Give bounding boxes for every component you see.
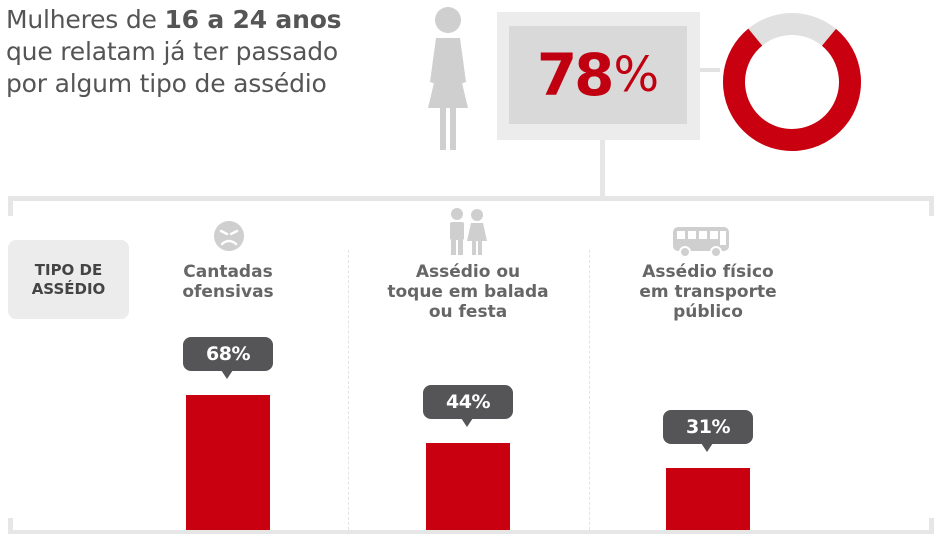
column-divider — [589, 250, 590, 530]
main-stat-value: 78 — [536, 41, 615, 109]
headline-prefix: Mulheres de — [6, 5, 165, 34]
baseline-left-tick — [8, 518, 13, 534]
donut-chart — [723, 13, 861, 151]
bus-icon — [673, 227, 729, 258]
angry-face-icon — [214, 221, 244, 251]
headline-line3: por algum tipo de assédio — [6, 69, 327, 98]
main-stat-inner: 78% — [509, 26, 687, 124]
category-label: Assédio ou toque em balada ou festa — [387, 262, 549, 322]
woman-icon — [428, 7, 468, 150]
main-stat-unit: % — [613, 47, 660, 103]
bracket-right-tick — [929, 196, 934, 216]
box-donut-connector — [700, 68, 720, 72]
bracket-left-tick — [8, 196, 13, 216]
headline-line2: que relatam já ter passado — [6, 37, 338, 66]
baseline-right-tick — [929, 518, 934, 534]
main-stat-panel: 78% — [497, 12, 700, 140]
stem-line — [600, 140, 605, 196]
value-label: 68% — [183, 337, 273, 379]
category-label: Cantadas ofensivas — [182, 262, 274, 302]
headline-age-range: 16 a 24 anos — [164, 5, 342, 34]
value-label: 31% — [663, 410, 753, 453]
baseline — [8, 530, 934, 534]
bar — [426, 442, 510, 530]
couple-icon — [450, 208, 487, 255]
category-label: Assédio físico em transporte público — [639, 262, 777, 322]
bar — [186, 395, 270, 530]
bar — [666, 468, 750, 530]
type-badge: TIPO DE ASSÉDIO — [8, 240, 129, 319]
headline: Mulheres de 16 a 24 anos que relatam já … — [6, 4, 342, 100]
value-label: 44% — [423, 384, 513, 427]
type-badge-label: TIPO DE ASSÉDIO — [31, 260, 106, 298]
column-divider — [348, 250, 349, 530]
bracket-top-line — [8, 196, 934, 201]
